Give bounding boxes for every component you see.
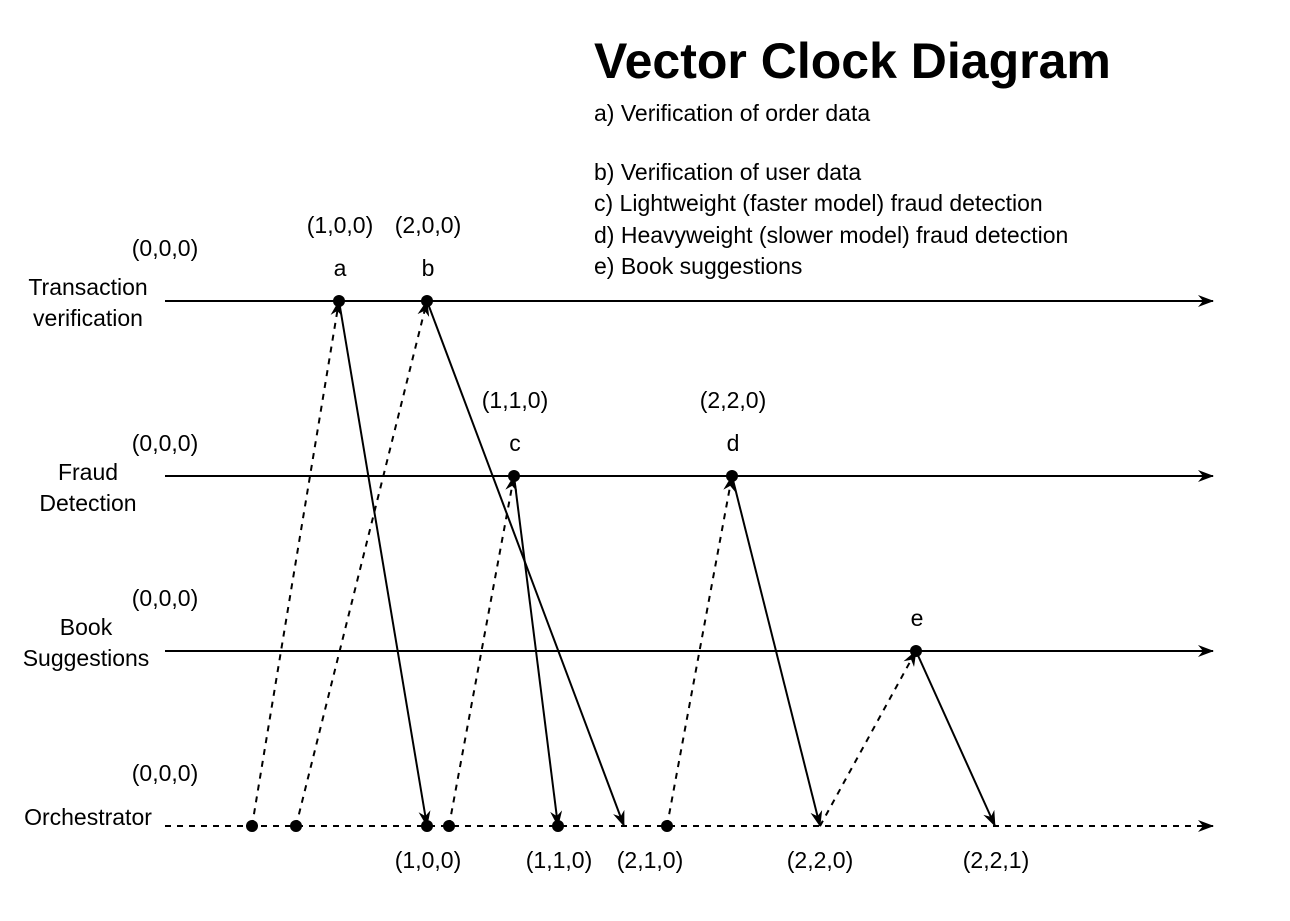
event-label-c: c (509, 430, 521, 456)
initial-clock-fd: (0,0,0) (132, 430, 198, 456)
timelines (165, 295, 1214, 832)
event-clock-d: (2,2,0) (700, 387, 766, 413)
message-arrow-o1-to-a (251, 300, 343, 827)
receive-clock-r_e: (2,2,1) (963, 847, 1029, 873)
event-dot-o6 (661, 820, 673, 832)
process-label-tv: verification (33, 305, 143, 331)
legend-item-b: b) Verification of user data (594, 158, 862, 185)
event-dot-d (726, 470, 738, 482)
messages (251, 300, 996, 827)
message-arrow-b-to-r_b (426, 300, 625, 827)
message-arrow-d-to-r_d (731, 475, 823, 827)
legend-item-c: c) Lightweight (faster model) fraud dete… (594, 190, 1043, 216)
event-clock-a: (1,0,0) (307, 212, 373, 238)
message-arrow-c-to-o5 (513, 475, 563, 827)
receive-clock-r_d: (2,2,0) (787, 847, 853, 873)
event-dot-b (421, 295, 433, 307)
process-label-bs: Suggestions (23, 645, 150, 671)
message-arrow-e-to-r_e (915, 650, 996, 827)
event-dot-c (508, 470, 520, 482)
event-dot-o4 (443, 820, 455, 832)
process-label-fd: Detection (39, 490, 136, 516)
event-label-b: b (422, 255, 435, 281)
receive-clock-r_b: (2,1,0) (617, 847, 683, 873)
initial-clock-bs: (0,0,0) (132, 585, 198, 611)
event-clock-b: (2,0,0) (395, 212, 461, 238)
process-label-fd: Fraud (58, 459, 118, 485)
labels: Transaction verification (0,0,0) Fraud Detec… (23, 212, 1030, 873)
initial-clock-tv: (0,0,0) (132, 235, 198, 261)
event-dot-o3 (421, 820, 433, 832)
event-label-d: d (727, 430, 740, 456)
process-label-or: Orchestrator (24, 804, 152, 830)
event-dot-o5 (552, 820, 564, 832)
legend-item-e: e) Book suggestions (594, 253, 803, 279)
event-dot-a (333, 295, 345, 307)
event-label-a: a (334, 255, 347, 281)
initial-clock-or: (0,0,0) (132, 760, 198, 786)
legend-item-d: d) Heavyweight (slower model) fraud dete… (594, 221, 1069, 248)
event-dot-o1 (246, 820, 258, 832)
event-clock-o3: (1,0,0) (395, 847, 461, 873)
event-dot-e (910, 645, 922, 657)
process-label-tv: Transaction (28, 274, 147, 300)
event-clock-o5: (1,1,0) (526, 847, 592, 873)
event-clock-c: (1,1,0) (482, 387, 548, 413)
legend-item-a: a) Verification of order data (594, 100, 871, 126)
process-label-bs: Book (60, 614, 113, 640)
diagram-title: Vector Clock Diagram (594, 33, 1111, 89)
message-arrow-a-to-o3 (338, 300, 431, 827)
event-label-e: e (911, 605, 924, 631)
events (246, 295, 922, 832)
legend: a) Verification of order data b) Verific… (594, 98, 1068, 283)
event-dot-o2 (290, 820, 302, 832)
message-arrow-r_d-to-e (819, 650, 917, 827)
message-arrow-o2-to-b (295, 300, 430, 827)
